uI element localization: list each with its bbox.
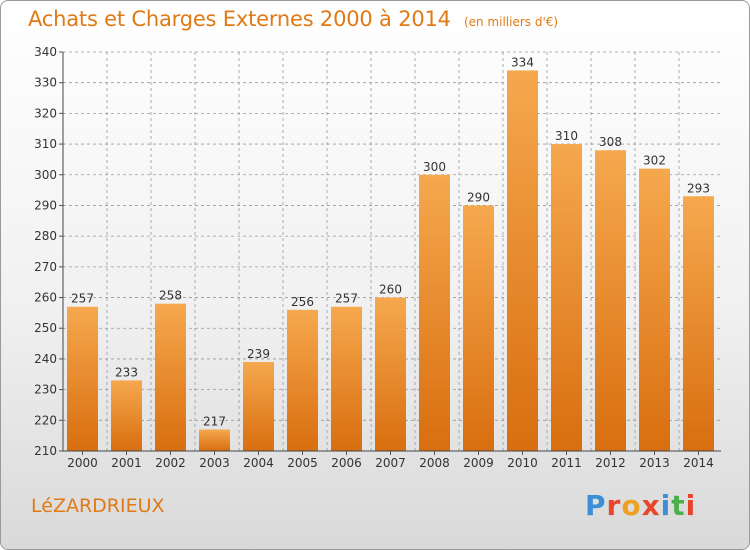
logo-letter: r: [606, 489, 622, 522]
bar-2013: [639, 168, 670, 451]
logo-letter: o: [621, 489, 642, 522]
logo-letter: x: [641, 489, 661, 522]
x-tick-label: 2007: [375, 456, 406, 470]
chart-title: Achats et Charges Externes 2000 à 2014: [28, 7, 451, 31]
bar-2011: [551, 144, 582, 452]
y-tick-label: 310: [34, 137, 57, 151]
x-tick-label: 2013: [639, 456, 670, 470]
y-tick-label: 290: [34, 198, 57, 212]
bar-value-label: 308: [599, 135, 622, 149]
bar-value-label: 310: [555, 129, 578, 143]
commune-name: LéZARDRIEUX: [31, 495, 165, 517]
bar-value-label: 257: [71, 292, 94, 306]
bar-2014: [683, 196, 714, 451]
bar-value-label: 258: [159, 289, 182, 303]
bar-2010: [507, 70, 538, 452]
y-tick-label: 300: [34, 168, 57, 182]
x-tick-label: 2003: [199, 456, 230, 470]
y-tick-label: 230: [34, 383, 57, 397]
bar-value-label: 293: [687, 181, 710, 195]
bar-2007: [375, 297, 406, 451]
y-tick-label: 320: [34, 106, 57, 120]
y-tick-label: 260: [34, 291, 57, 305]
logo-letter: P: [585, 489, 607, 522]
bar-2002: [155, 303, 186, 451]
x-tick-label: 2010: [507, 456, 538, 470]
x-tick-label: 2008: [419, 456, 450, 470]
chart-subtitle: (en milliers d'€): [463, 15, 559, 29]
y-tick-label: 280: [34, 229, 57, 243]
logo-letter: t: [671, 489, 686, 522]
bar-value-label: 300: [423, 160, 446, 174]
logo-letter: i: [685, 489, 697, 522]
y-tick-label: 330: [34, 76, 57, 90]
bar-value-label: 257: [335, 292, 358, 306]
x-tick-label: 2004: [243, 456, 274, 470]
bar-value-label: 217: [203, 415, 226, 429]
bar-value-label: 334: [511, 55, 534, 69]
logo-letter: i: [660, 489, 672, 522]
bar-2008: [419, 174, 450, 451]
y-tick-label: 220: [34, 413, 57, 427]
title-row: Achats et Charges Externes 2000 à 2014 (…: [28, 7, 558, 31]
bar-2012: [595, 150, 626, 451]
bar-2009: [463, 205, 494, 451]
axis-layer: 210 220 230 240 250 260 270 280 290 300 310 320 330 3…: [34, 45, 721, 470]
bar-2003: [199, 429, 230, 451]
bar-2001: [111, 380, 142, 451]
y-tick-label: 240: [34, 352, 57, 366]
bar-value-label: 302: [643, 154, 666, 168]
bar-value-label: 233: [115, 365, 138, 379]
x-tick-label: 2011: [551, 456, 582, 470]
bar-value-label: 256: [291, 295, 314, 309]
x-tick-label: 2002: [155, 456, 186, 470]
y-tick-label: 250: [34, 321, 57, 335]
y-tick-label: 270: [34, 260, 57, 274]
x-tick-label: 2014: [683, 456, 714, 470]
proxiti-logo: Proxiti: [585, 489, 696, 522]
bar-2006: [331, 306, 362, 451]
bar-layer: [67, 70, 714, 452]
x-tick-label: 2006: [331, 456, 362, 470]
x-tick-label: 2005: [287, 456, 318, 470]
bar-2005: [287, 309, 318, 451]
bar-value-label: 290: [467, 190, 490, 204]
bar-2000: [67, 306, 98, 451]
bar-value-label: 260: [379, 283, 402, 297]
x-tick-label: 2009: [463, 456, 494, 470]
y-tick-label: 340: [34, 45, 57, 59]
x-tick-label: 2001: [111, 456, 142, 470]
bar-2004: [243, 361, 274, 451]
x-tick-label: 2012: [595, 456, 626, 470]
y-tick-label: 210: [34, 444, 57, 458]
label-layer: 257 233 258 217 239 256 257 260 300 290 334 310 308 3…: [71, 55, 710, 428]
x-tick-label: 2000: [67, 456, 98, 470]
bar-value-label: 239: [247, 347, 270, 361]
